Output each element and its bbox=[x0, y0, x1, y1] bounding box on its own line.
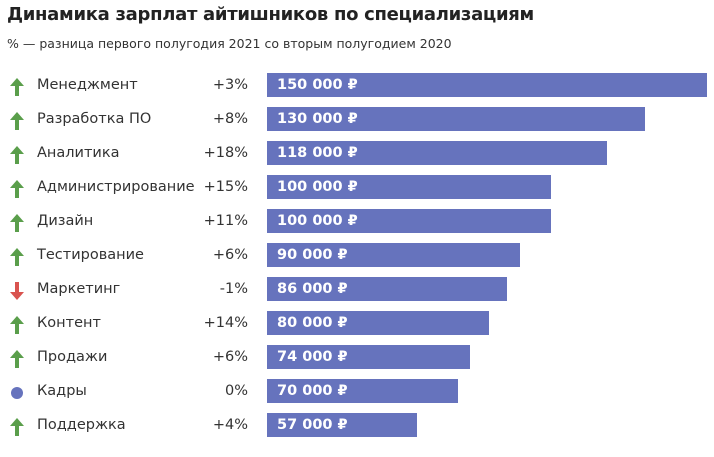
change-label: +11% bbox=[203, 213, 248, 229]
category-label: Аналитика bbox=[37, 145, 120, 161]
value-label: 74 000 ₽ bbox=[277, 349, 348, 365]
arrow-up-icon bbox=[8, 179, 26, 199]
bar: 100 000 ₽ bbox=[267, 209, 552, 233]
change-label: +18% bbox=[203, 145, 248, 161]
category-label: Дизайн bbox=[37, 213, 94, 229]
category-label: Контент bbox=[37, 315, 101, 331]
category-label: Разработка ПО bbox=[37, 111, 152, 127]
bar: 130 000 ₽ bbox=[267, 107, 645, 131]
change-label: +3% bbox=[212, 77, 248, 93]
bar-row: Кадры 0% 70 000 ₽ bbox=[0, 375, 714, 409]
change-label: +8% bbox=[212, 111, 248, 127]
arrow-down-icon bbox=[8, 281, 26, 301]
change-label: +15% bbox=[203, 179, 248, 195]
bar-row: Администрирование +15% 100 000 ₽ bbox=[0, 171, 714, 205]
bar: 74 000 ₽ bbox=[267, 345, 470, 369]
category-label: Администрирование bbox=[37, 179, 195, 195]
value-label: 150 000 ₽ bbox=[277, 77, 358, 93]
category-label: Продажи bbox=[37, 349, 108, 365]
bar: 150 000 ₽ bbox=[267, 73, 707, 97]
change-label: +14% bbox=[203, 315, 248, 331]
arrow-up-icon bbox=[8, 77, 26, 97]
arrow-up-icon bbox=[8, 315, 26, 335]
change-label: 0% bbox=[224, 383, 248, 399]
change-label: +4% bbox=[212, 417, 248, 433]
bar: 57 000 ₽ bbox=[267, 413, 417, 437]
bar-row: Тестирование +6% 90 000 ₽ bbox=[0, 239, 714, 273]
dot-icon bbox=[8, 383, 26, 403]
bar: 90 000 ₽ bbox=[267, 243, 520, 267]
bar-row: Маркетинг -1% 86 000 ₽ bbox=[0, 273, 714, 307]
bar: 70 000 ₽ bbox=[267, 379, 458, 403]
category-label: Менеджмент bbox=[37, 77, 138, 93]
arrow-up-icon bbox=[8, 349, 26, 369]
bar-row: Дизайн +11% 100 000 ₽ bbox=[0, 205, 714, 239]
bar-row: Контент +14% 80 000 ₽ bbox=[0, 307, 714, 341]
category-label: Тестирование bbox=[37, 247, 144, 263]
arrow-up-icon bbox=[8, 417, 26, 437]
bar-row: Поддержка +4% 57 000 ₽ bbox=[0, 409, 714, 443]
chart-title: Динамика зарплат айтишников по специализ… bbox=[7, 4, 534, 25]
value-label: 130 000 ₽ bbox=[277, 111, 358, 127]
category-label: Кадры bbox=[37, 383, 87, 399]
arrow-up-icon bbox=[8, 247, 26, 267]
value-label: 86 000 ₽ bbox=[277, 281, 348, 297]
value-label: 100 000 ₽ bbox=[277, 213, 358, 229]
chart-subtitle: % — разница первого полугодия 2021 со вт… bbox=[7, 36, 452, 51]
category-label: Поддержка bbox=[37, 417, 126, 433]
value-label: 80 000 ₽ bbox=[277, 315, 348, 331]
bar: 118 000 ₽ bbox=[267, 141, 608, 165]
value-label: 118 000 ₽ bbox=[277, 145, 358, 161]
bar-row: Разработка ПО +8% 130 000 ₽ bbox=[0, 103, 714, 137]
change-label: +6% bbox=[212, 349, 248, 365]
change-label: -1% bbox=[219, 281, 248, 297]
value-label: 100 000 ₽ bbox=[277, 179, 358, 195]
bar-row: Менеджмент +3% 150 000 ₽ bbox=[0, 69, 714, 103]
bar: 86 000 ₽ bbox=[267, 277, 508, 301]
value-label: 57 000 ₽ bbox=[277, 417, 348, 433]
arrow-up-icon bbox=[8, 145, 26, 165]
change-label: +6% bbox=[212, 247, 248, 263]
bar: 80 000 ₽ bbox=[267, 311, 489, 335]
value-label: 90 000 ₽ bbox=[277, 247, 348, 263]
value-label: 70 000 ₽ bbox=[277, 383, 348, 399]
bar-row: Аналитика +18% 118 000 ₽ bbox=[0, 137, 714, 171]
category-label: Маркетинг bbox=[37, 281, 121, 297]
arrow-up-icon bbox=[8, 213, 26, 233]
arrow-up-icon bbox=[8, 111, 26, 131]
bar-row: Продажи +6% 74 000 ₽ bbox=[0, 341, 714, 375]
bar: 100 000 ₽ bbox=[267, 175, 552, 199]
